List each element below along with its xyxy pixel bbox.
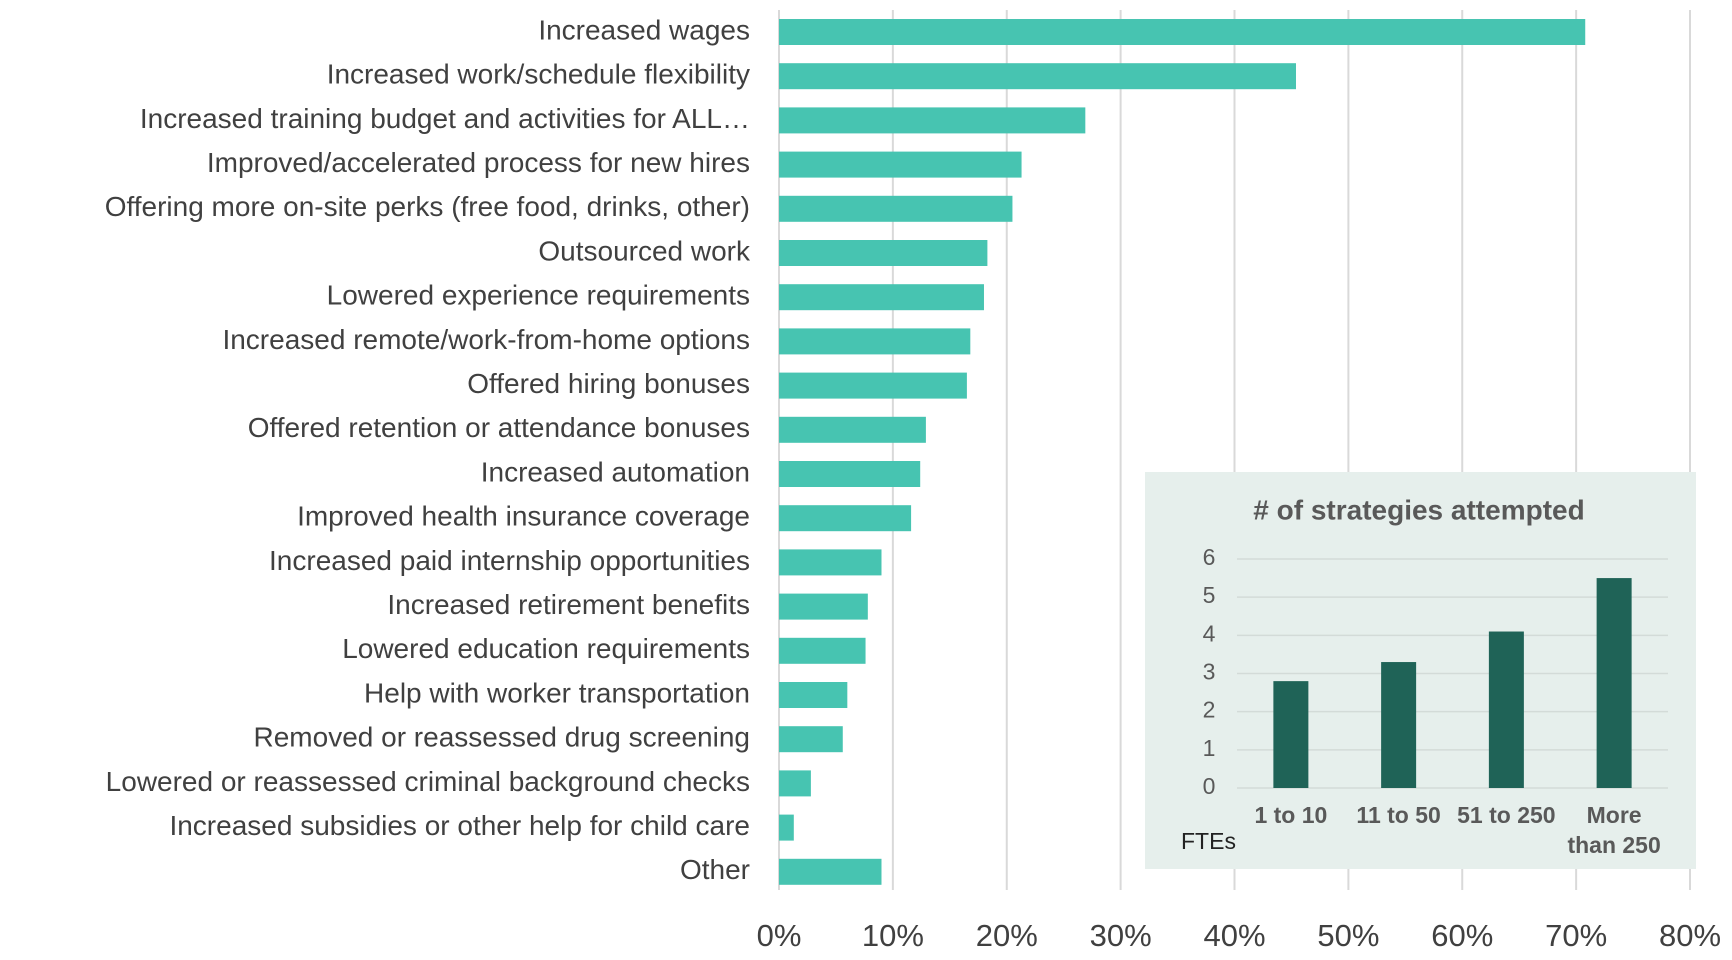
- bar: [1273, 681, 1309, 788]
- bar: [1596, 578, 1632, 788]
- bar: [779, 726, 843, 753]
- y-tick-label: 6: [1203, 544, 1216, 570]
- x-tick-label-box: 51 to 250: [1457, 802, 1556, 828]
- bar: [779, 461, 921, 487]
- bar: [779, 637, 866, 664]
- bar: [779, 858, 882, 885]
- y-tick-label: 2: [1203, 697, 1216, 723]
- category-label: Increased remote/work-from-home options: [222, 324, 750, 355]
- category-label: Offering more on-site perks (free food, …: [105, 191, 750, 222]
- x-tick-label: 20%: [976, 918, 1038, 953]
- y-tick-label: 5: [1203, 582, 1216, 608]
- x-tick-label-box: 11 to 50: [1356, 802, 1441, 828]
- bar: [779, 416, 926, 443]
- bar: [779, 195, 1013, 222]
- y-tick-label: 4: [1203, 620, 1216, 646]
- category-label: Outsourced work: [538, 235, 751, 266]
- x-tick-label: 0%: [757, 918, 802, 953]
- x-tick-label: 30%: [1090, 918, 1152, 953]
- category-label: Increased retirement benefits: [387, 589, 750, 620]
- x-tick-label: 1 to 10: [1254, 802, 1328, 828]
- x-tick-label-box: 1 to 10: [1254, 802, 1328, 828]
- x-tick-label: 60%: [1431, 918, 1493, 953]
- x-tick-label: 50%: [1317, 918, 1379, 953]
- category-label: Improved health insurance coverage: [297, 501, 750, 532]
- category-label: Increased automation: [481, 456, 750, 487]
- category-label: Increased subsidies or other help for ch…: [169, 810, 750, 841]
- bar: [1488, 631, 1524, 788]
- x-tick-label: 51 to 250: [1457, 802, 1556, 828]
- bar: [779, 328, 971, 355]
- bar: [779, 593, 868, 620]
- bar: [779, 814, 794, 841]
- bar: [779, 682, 848, 708]
- inset-title: # of strategies attempted: [1253, 494, 1584, 525]
- category-label: Offered retention or attendance bonuses: [248, 412, 750, 443]
- annotation: FTEs: [1181, 828, 1236, 854]
- category-label: Increased work/schedule flexibility: [327, 59, 750, 90]
- x-tick-label: 10%: [862, 918, 924, 953]
- bar: [779, 505, 912, 532]
- category-label: Lowered or reassessed criminal backgroun…: [106, 766, 750, 797]
- bar: [779, 19, 1586, 45]
- bar: [779, 151, 1022, 178]
- x-tick-label-box: More than 250: [1567, 802, 1661, 858]
- x-tick-label: 11 to 50: [1356, 802, 1441, 828]
- x-tick-label: 40%: [1203, 918, 1265, 953]
- bar: [779, 549, 882, 576]
- category-label: Removed or reassessed drug screening: [254, 722, 750, 753]
- y-tick-label: 1: [1203, 735, 1216, 761]
- bar: [779, 284, 984, 311]
- x-tick-label: 80%: [1659, 918, 1721, 953]
- x-tick-label: 70%: [1545, 918, 1607, 953]
- category-label: Offered hiring bonuses: [467, 368, 750, 399]
- category-label: Lowered experience requirements: [327, 280, 750, 311]
- y-tick-label: 0: [1203, 773, 1216, 799]
- bar: [779, 107, 1086, 134]
- bar: [779, 372, 967, 399]
- bar: [779, 63, 1296, 90]
- bar: [779, 770, 811, 797]
- category-label: Help with worker transportation: [364, 677, 750, 708]
- category-label: Increased wages: [538, 14, 750, 45]
- category-label: Lowered education requirements: [342, 633, 750, 664]
- bar: [1381, 662, 1417, 788]
- category-label: Other: [680, 854, 750, 885]
- category-label: Improved/accelerated process for new hir…: [207, 147, 750, 178]
- category-label: Increased training budget and activities…: [140, 103, 750, 134]
- bar: [779, 240, 988, 266]
- category-label: Increased paid internship opportunities: [269, 545, 750, 576]
- x-tick-label: More than 250: [1567, 802, 1661, 858]
- y-tick-label: 3: [1203, 659, 1216, 685]
